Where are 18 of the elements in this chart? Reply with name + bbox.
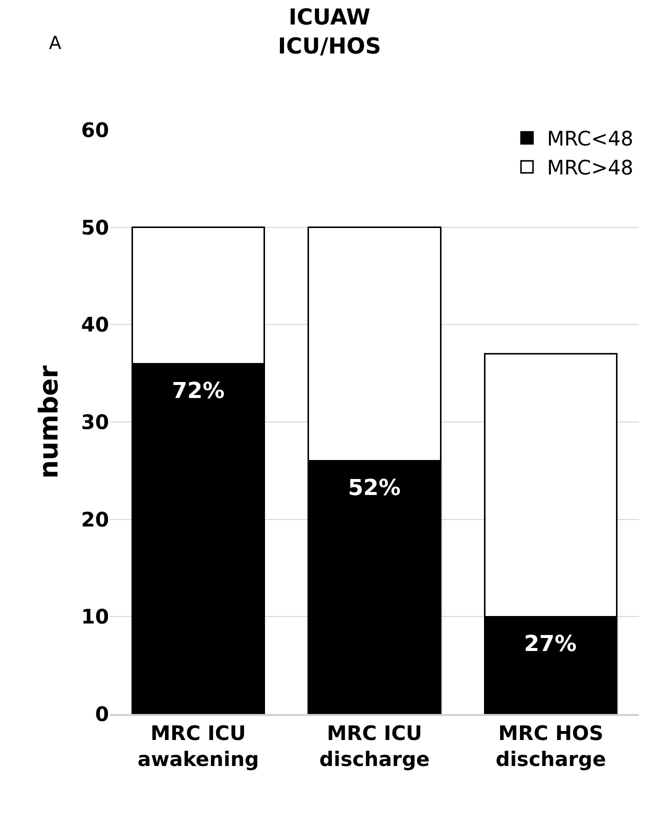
x-tick-label: MRC ICU awakening	[137, 720, 259, 771]
y-tick-label: 10	[81, 604, 109, 629]
x-tick-label: MRC ICU discharge	[319, 720, 430, 771]
chart-title: ICUAW ICU/HOS	[278, 6, 382, 60]
y-tick-label: 0	[95, 702, 109, 726]
x-tick-label: MRC HOS discharge	[496, 720, 606, 771]
y-axis-title: number	[34, 365, 65, 479]
text: A	[49, 33, 62, 54]
y-tick-label: 50	[81, 215, 109, 240]
y-tick-label: 20	[81, 507, 109, 532]
annotation: 52%	[348, 476, 401, 501]
annotation: 72%	[172, 379, 225, 404]
legend-label: MRC>48	[547, 156, 634, 180]
y-tick-label: 30	[81, 410, 109, 434]
legend-label: MRC<48	[547, 126, 634, 151]
annotation: 27%	[524, 632, 577, 657]
y-tick-label: 60	[81, 118, 109, 142]
y-tick-label: 40	[81, 312, 109, 337]
